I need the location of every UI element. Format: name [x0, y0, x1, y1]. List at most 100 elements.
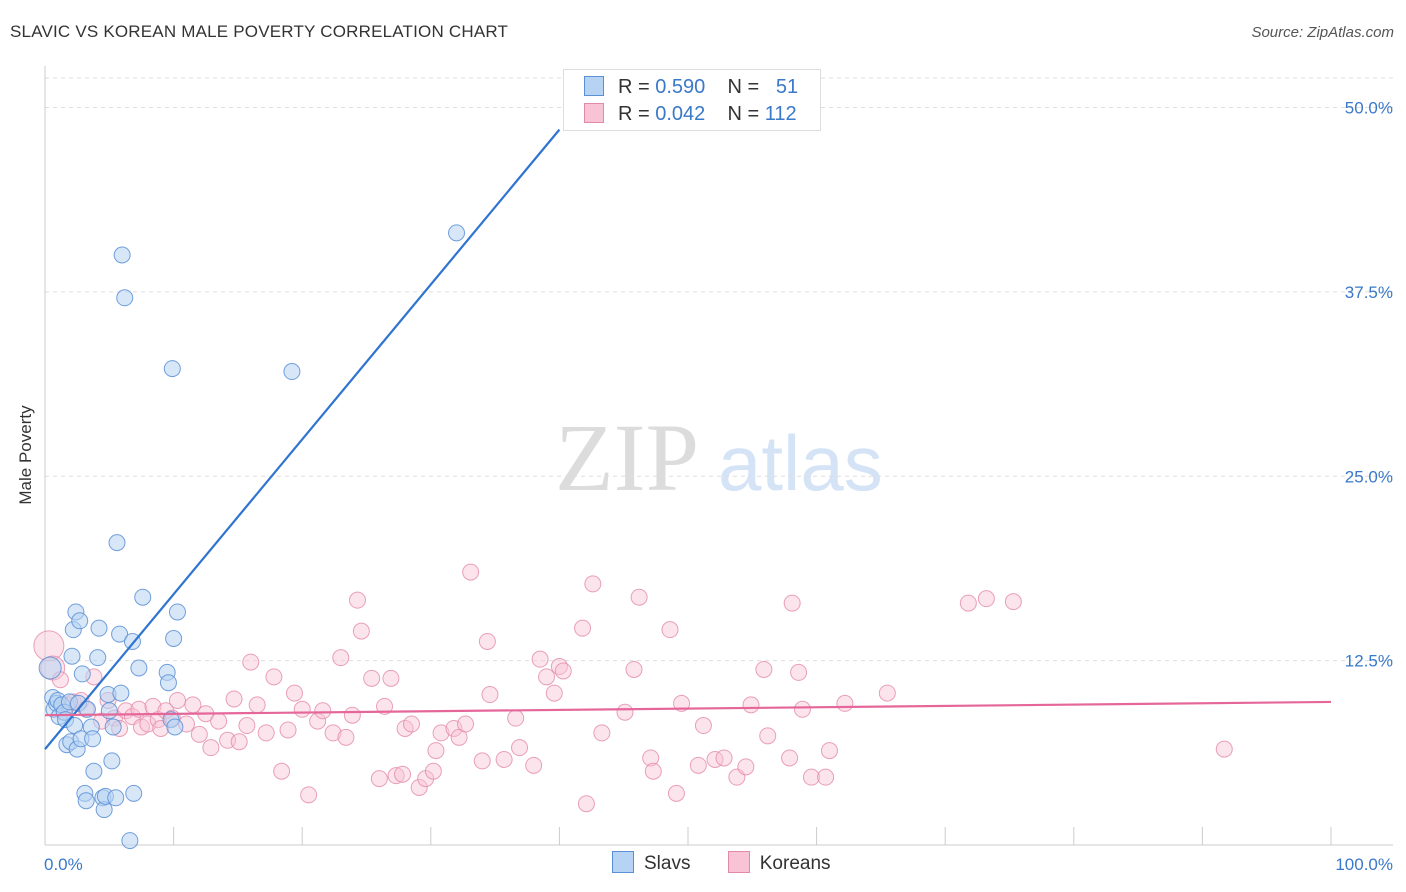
slav-point: [116, 289, 134, 307]
korean-point: [836, 694, 854, 712]
correlation-legend: R = 0.590 N = 51 R = 0.042 N = 112: [563, 69, 821, 131]
korean-point: [577, 795, 595, 813]
n-label: N =: [727, 103, 760, 125]
korean-point: [545, 684, 563, 702]
koreans-legend-swatch: [727, 851, 750, 873]
korean-point: [473, 752, 491, 770]
korean-point: [584, 575, 602, 593]
korean-point: [1215, 740, 1233, 758]
korean-point: [481, 686, 499, 704]
korean-point: [525, 756, 543, 774]
zipatlas-watermark: ZIP atlas: [555, 404, 883, 511]
korean-point: [478, 632, 496, 650]
slav-point: [163, 360, 181, 378]
slav-point: [168, 603, 186, 621]
y-tick-label: 12.5%: [1345, 652, 1393, 671]
legend-row-slavs: R = 0.590 N = 51: [584, 76, 798, 102]
korean-point: [363, 669, 381, 687]
korean-point: [376, 697, 394, 715]
korean-point: [210, 712, 228, 730]
slav-point: [108, 534, 126, 552]
slav-point: [73, 665, 91, 683]
korean-point: [661, 621, 679, 639]
x-tick-label-max: 100.0%: [1335, 855, 1393, 874]
chart-title: SLAVIC VS KOREAN MALE POVERTY CORRELATIO…: [10, 22, 509, 41]
korean-point: [667, 784, 685, 802]
korean-point: [324, 724, 342, 742]
korean-point: [238, 717, 256, 735]
korean-point: [285, 684, 303, 702]
slav-point: [103, 752, 121, 770]
korean-point: [694, 717, 712, 735]
korean-point: [168, 691, 186, 709]
korean-point: [511, 739, 529, 757]
korean-point: [293, 700, 311, 718]
korean-point: [352, 622, 370, 640]
korean-point: [630, 588, 648, 606]
r-value-koreans: 0.042: [655, 103, 706, 125]
korean-point: [225, 690, 243, 708]
korean-point: [332, 649, 350, 667]
slavs-trend-line: [44, 128, 561, 750]
korean-point: [202, 739, 220, 757]
korean-point: [538, 668, 556, 686]
slavs-series: [38, 224, 466, 850]
korean-point: [432, 724, 450, 742]
korean-point: [403, 715, 421, 733]
korean-point: [781, 749, 799, 767]
slav-point: [121, 832, 139, 850]
n-label: N =: [727, 76, 760, 98]
korean-point: [387, 767, 405, 785]
slav-point: [125, 784, 143, 802]
slav-point: [90, 619, 108, 637]
slav-point: [100, 702, 118, 720]
korean-point: [248, 696, 266, 714]
slav-point: [63, 647, 81, 665]
slavs-legend-swatch: [612, 851, 634, 873]
watermark-atlas: atlas: [718, 419, 883, 507]
korean-point: [139, 715, 157, 733]
korean-point: [737, 758, 755, 776]
n-value-slavs: 51: [775, 76, 799, 98]
n-value-koreans: 112: [764, 103, 797, 125]
korean-point: [642, 749, 660, 767]
korean-point: [790, 663, 808, 681]
korean-point: [817, 768, 835, 786]
korean-point: [507, 709, 525, 727]
korean-point: [802, 768, 820, 786]
legend-item-slavs[interactable]: Slavs: [612, 851, 690, 875]
y-tick-label: 50.0%: [1345, 99, 1393, 118]
korean-point: [689, 756, 707, 774]
korean-point: [257, 724, 275, 742]
source-note: Source: ZipAtlas.com: [1251, 24, 1394, 41]
korean-point: [370, 770, 388, 788]
r-value-slavs: 0.590: [655, 76, 706, 98]
slav-point: [71, 612, 89, 630]
korean-point: [742, 696, 760, 714]
slav-point: [104, 718, 122, 736]
x-axis-ticks: [44, 827, 1332, 845]
slav-point: [85, 762, 103, 780]
korean-point: [337, 728, 355, 746]
korean-point: [706, 750, 724, 768]
slav-point: [283, 363, 301, 381]
korean-point: [783, 594, 801, 612]
korean-point: [495, 750, 513, 768]
y-tick-label: 37.5%: [1345, 283, 1393, 302]
slav-point: [134, 588, 152, 606]
korean-point: [457, 715, 475, 733]
korean-point: [673, 694, 691, 712]
x-tick-labels: 0.0% 100.0%: [44, 855, 1393, 874]
korean-point: [190, 725, 208, 743]
korean-point: [394, 765, 412, 783]
korean-point: [265, 668, 283, 686]
legend-label-koreans: Koreans: [759, 853, 831, 874]
korean-point: [1004, 593, 1022, 611]
series-legend: Slavs Koreans: [612, 851, 863, 875]
legend-item-koreans[interactable]: Koreans: [727, 851, 831, 875]
slav-point: [84, 730, 102, 748]
korean-point: [793, 700, 811, 718]
grid-lines: [45, 77, 1393, 662]
korean-point: [424, 762, 442, 780]
korean-point: [382, 669, 400, 687]
